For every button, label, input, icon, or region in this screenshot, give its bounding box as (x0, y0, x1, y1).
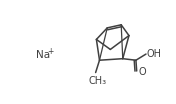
Text: OH: OH (147, 49, 162, 59)
Text: CH₃: CH₃ (88, 76, 106, 86)
Text: Na: Na (36, 50, 50, 60)
Text: +: + (47, 47, 53, 56)
Text: O: O (138, 67, 146, 77)
